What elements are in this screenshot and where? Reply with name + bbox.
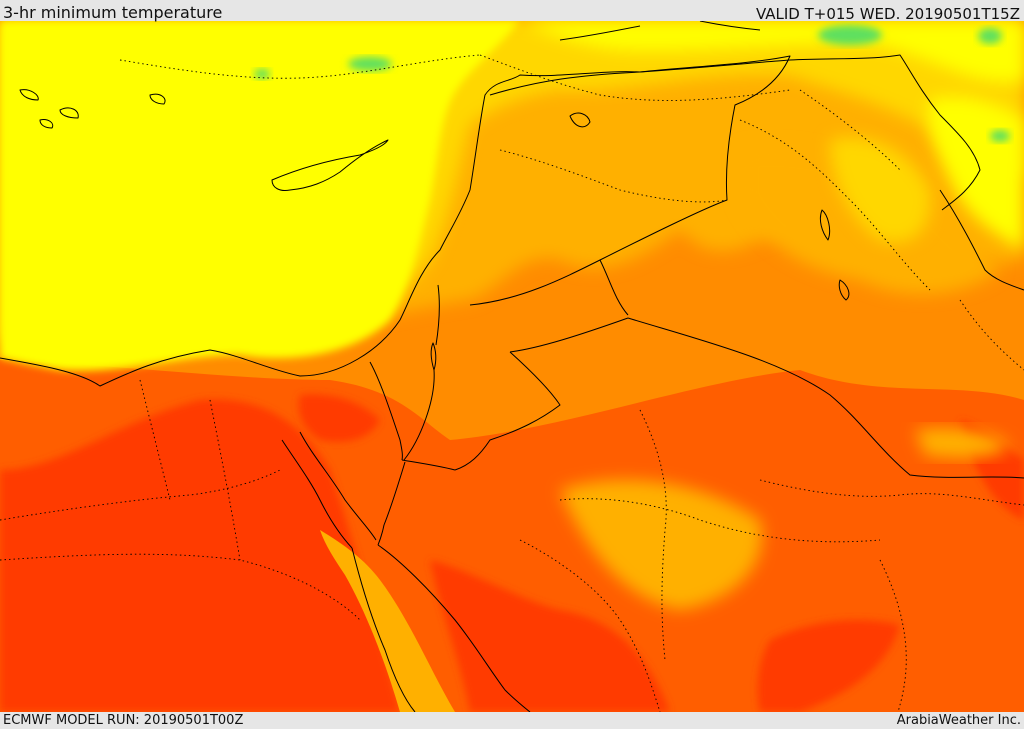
province-line-egypt-3	[0, 553, 361, 621]
red-sea-east-coast	[377, 544, 531, 712]
jordan-iraq-border	[599, 259, 629, 316]
aegean-islands	[19, 89, 166, 129]
province-line-iraq-2	[799, 89, 901, 171]
province-line-gulf	[959, 299, 1024, 371]
iraq-iran-border	[789, 54, 981, 211]
field-green-caucasus	[978, 28, 1002, 44]
aqaba-line	[401, 459, 456, 471]
province-line-egypt-1	[0, 469, 281, 521]
field-yellow-turkey	[520, 21, 1024, 82]
field-amber-redsea	[320, 530, 455, 712]
province-line-egypt-2	[139, 379, 241, 561]
province-line-saudi-4	[519, 539, 661, 712]
persian-gulf-coast	[939, 189, 1024, 291]
credit-label: ArabiaWeather Inc.	[896, 713, 1021, 728]
field-red-southeast	[757, 620, 900, 712]
field-amber-gulf	[915, 428, 1010, 458]
red-sea-west-coast	[351, 547, 416, 712]
field-amber-arabia	[560, 480, 762, 610]
cyprus-outline	[271, 139, 389, 191]
saudi-iraq-border	[627, 317, 1024, 479]
gulf-of-suez	[281, 431, 377, 549]
field-green-aegean	[254, 69, 270, 79]
gulf-of-aqaba	[377, 461, 406, 546]
map-header: 3-hr minimum temperature VALID T+015 WED…	[0, 0, 1024, 23]
model-run-label: ECMWF MODEL RUN: 20190501T00Z	[3, 713, 244, 728]
field-green-anatolia	[818, 25, 882, 45]
map-title: 3-hr minimum temperature	[3, 3, 223, 22]
field-green-zagros	[990, 130, 1010, 142]
province-line-saudi-1	[559, 498, 881, 543]
temperature-map	[0, 21, 1024, 712]
jordan-valley	[403, 284, 440, 461]
field-green-west	[348, 57, 392, 71]
province-line-syria	[499, 149, 728, 203]
mediterranean-coastline	[0, 59, 791, 387]
field-gold-iraq	[830, 137, 931, 243]
field-red-egypt	[0, 399, 400, 712]
province-line-saudi-5	[879, 559, 907, 712]
black-sea-coast	[559, 21, 761, 41]
map-footer: ECMWF MODEL RUN: 20190501T00Z ArabiaWeat…	[0, 712, 1024, 729]
lake-van	[569, 112, 591, 128]
field-yellow-med	[0, 21, 520, 371]
jordan-saudi-border	[454, 317, 629, 471]
province-line-turkey-1	[119, 54, 481, 79]
egypt-israel-border	[369, 361, 403, 461]
field-red-sinai	[298, 394, 380, 442]
temperature-map-canvas	[0, 21, 1024, 712]
kuwait-bahrain-isles	[819, 209, 850, 301]
valid-time-label: VALID T+015 WED. 20190501T15Z	[755, 5, 1020, 23]
field-red-hejaz	[430, 560, 670, 712]
province-line-turkey-2	[479, 54, 791, 101]
